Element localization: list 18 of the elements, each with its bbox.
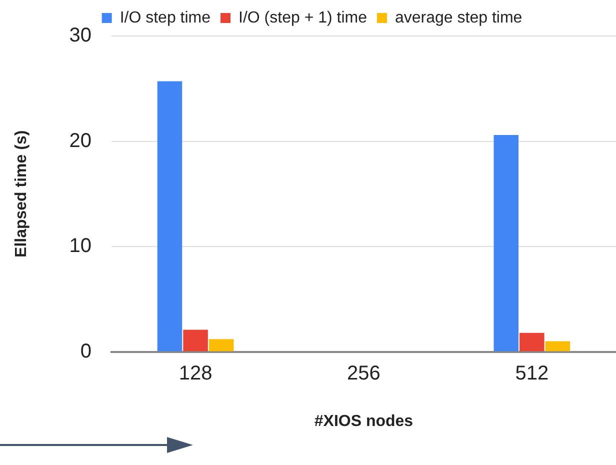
bar [545,341,570,352]
bar [208,339,234,352]
x-axis-title: #XIOS nodes [314,412,414,430]
y-tick-label: 20 [69,130,92,152]
bar [520,332,544,352]
x-tick-label: 512 [515,362,549,384]
x-tick-label: 128 [178,362,212,384]
bar [494,134,518,352]
bar [157,81,182,352]
bar [183,330,208,352]
legend-label: I/O (step + 1) time [238,9,368,26]
y-tick-label: 0 [80,340,92,362]
y-tick-label: 10 [69,235,92,258]
y-axis-title: Ellapsed time (s) [13,130,30,258]
legend-label: average step time [395,9,522,26]
x-tick-label: 256 [347,362,380,384]
y-tick-label: 30 [69,24,92,47]
legend-label: I/O step time [120,9,211,26]
